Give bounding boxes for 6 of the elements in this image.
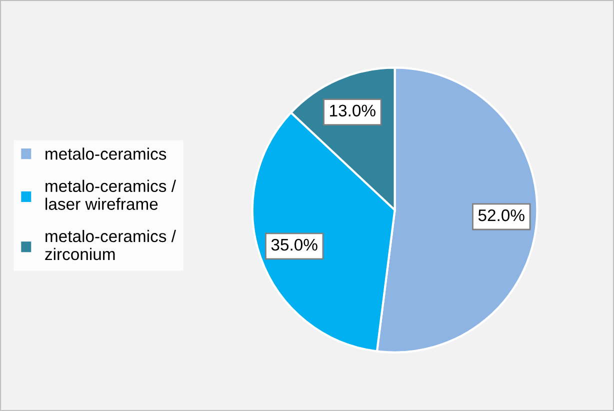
legend-label: metalo-ceramics / zirconium [45, 230, 176, 260]
legend-label: metalo-ceramics [46, 148, 166, 160]
data-label: 35.0% [271, 238, 318, 251]
data-label: 52.0% [478, 209, 524, 222]
data-label: 13.0% [330, 104, 376, 116]
legend-label: metalo-ceramics / laser wireframe [46, 180, 176, 210]
